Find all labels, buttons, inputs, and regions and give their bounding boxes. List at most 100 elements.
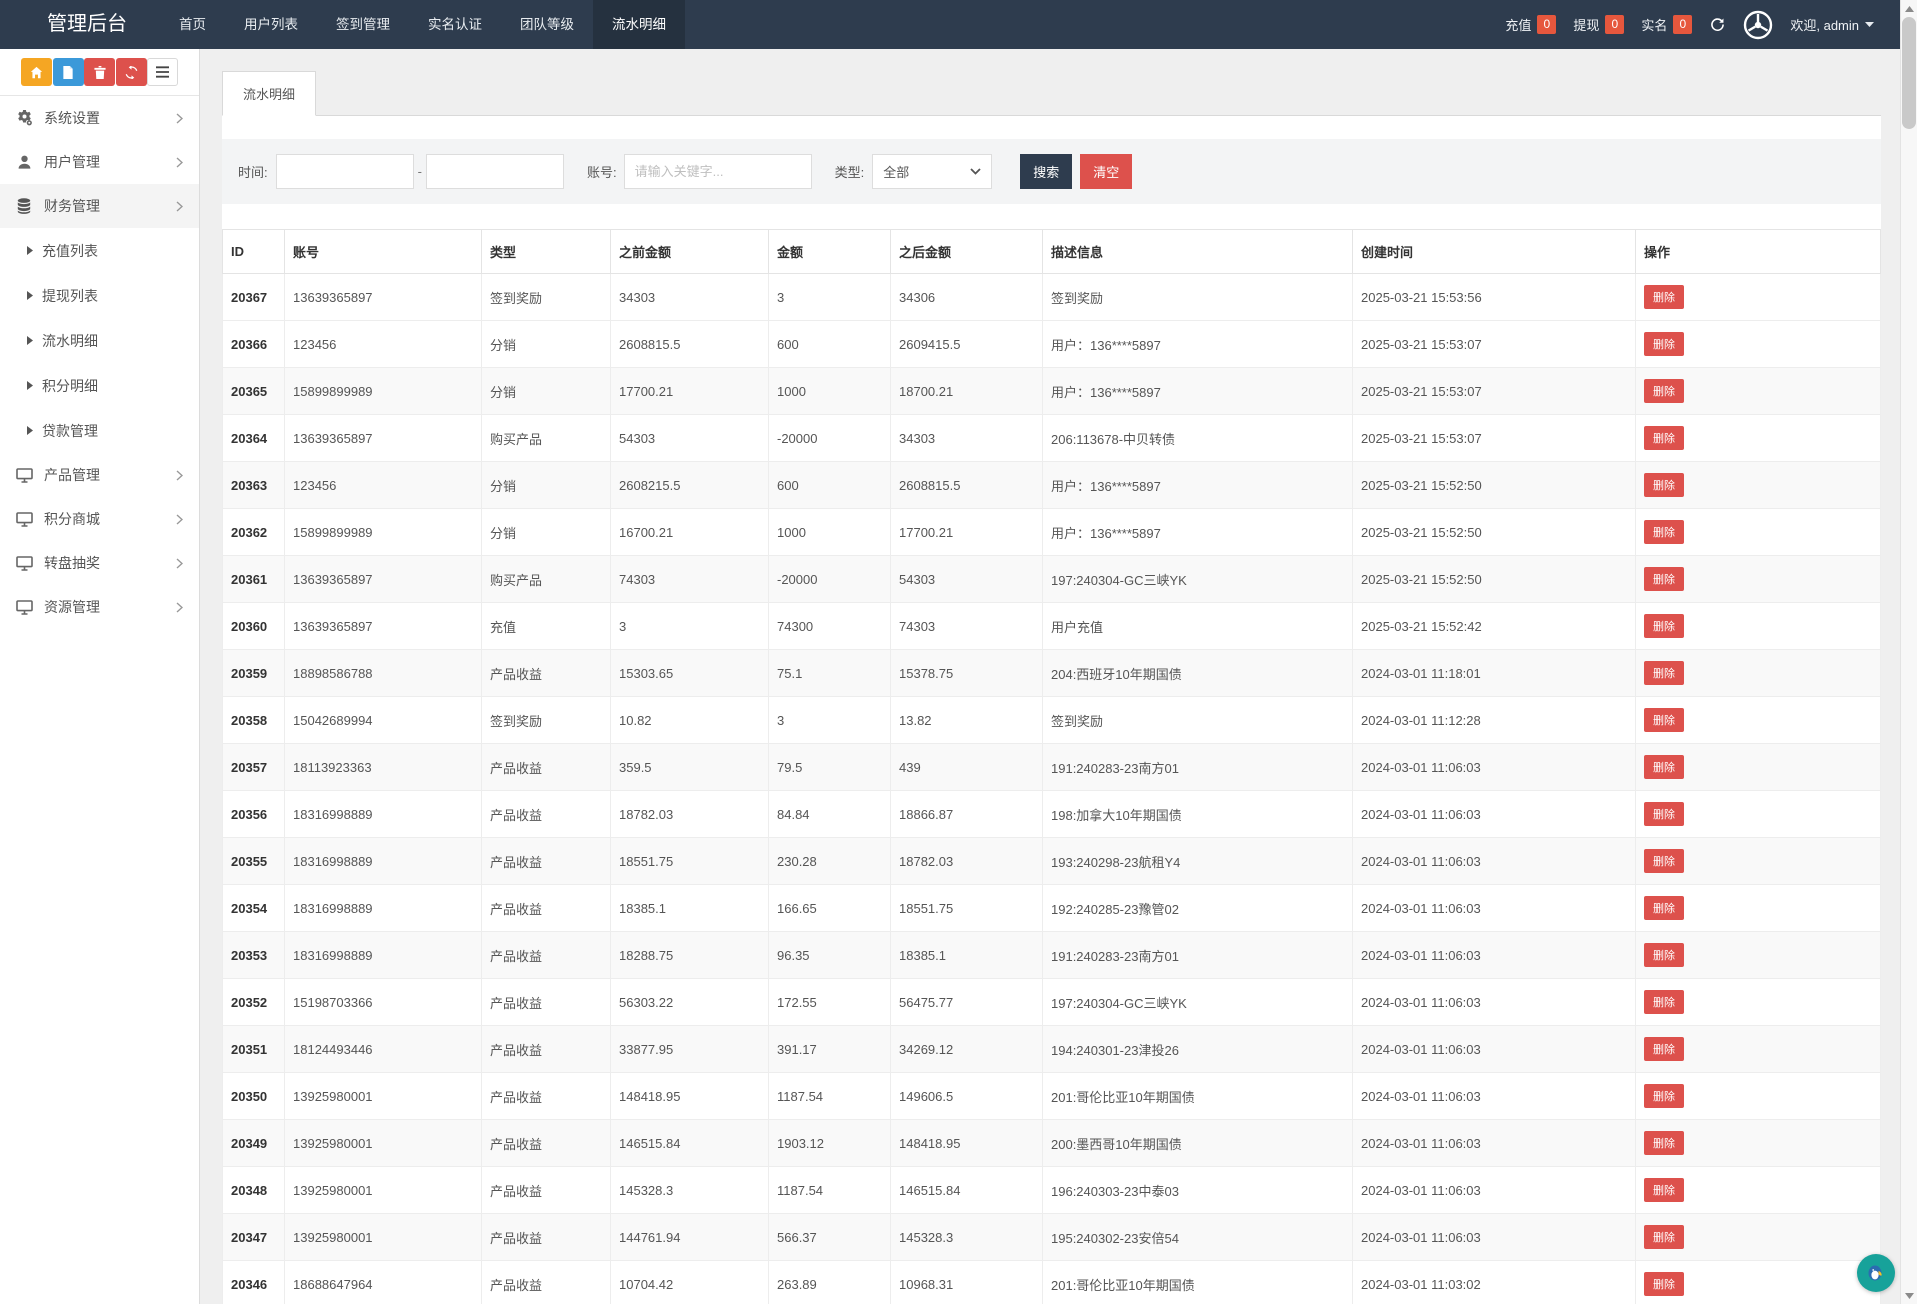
avatar[interactable] <box>1743 10 1773 40</box>
trash-button[interactable] <box>84 58 115 86</box>
cell-id: 20347 <box>222 1213 285 1261</box>
cell-created-time: 2024-03-01 11:06:03 <box>1352 1166 1636 1214</box>
cell-type: 分销 <box>481 461 611 509</box>
delete-button[interactable]: 删除 <box>1644 1272 1684 1296</box>
delete-button[interactable]: 删除 <box>1644 332 1684 356</box>
cell-type: 签到奖励 <box>481 696 611 744</box>
scroll-down-arrow[interactable] <box>1901 1287 1917 1304</box>
sidebar-subitem[interactable]: 提现列表 <box>0 273 199 318</box>
cell-description: 195:240302-23安倍54 <box>1042 1213 1353 1261</box>
file-button[interactable] <box>52 58 84 86</box>
cell-after-amount: 439 <box>890 743 1043 791</box>
cell-actions: 删除 <box>1635 696 1881 744</box>
main-content: 流水明细 时间: - 账号: 类型: 全部 搜索 清空 <box>200 49 1900 1304</box>
nav-item[interactable]: 用户列表 <box>244 17 298 32</box>
delete-button[interactable]: 删除 <box>1644 755 1684 779</box>
monitor-icon <box>15 555 33 571</box>
sidebar-item[interactable]: 资源管理 <box>0 585 199 629</box>
scrollbar-thumb[interactable] <box>1902 17 1916 129</box>
cell-actions: 删除 <box>1635 837 1881 885</box>
delete-button[interactable]: 删除 <box>1644 802 1684 826</box>
cell-id: 20355 <box>222 837 285 885</box>
cell-description: 191:240283-23南方01 <box>1042 743 1353 791</box>
delete-button[interactable]: 删除 <box>1644 285 1684 309</box>
delete-button[interactable]: 删除 <box>1644 661 1684 685</box>
nav-item[interactable]: 签到管理 <box>336 17 390 32</box>
tab-flow-detail[interactable]: 流水明细 <box>222 71 317 116</box>
delete-button[interactable]: 删除 <box>1644 567 1684 591</box>
sidebar-subitem[interactable]: 贷款管理 <box>0 408 199 453</box>
sidebar-item[interactable]: 财务管理 <box>0 184 199 228</box>
cell-amount: 600 <box>768 320 891 368</box>
delete-button[interactable]: 删除 <box>1644 1131 1684 1155</box>
chat-service-button[interactable] <box>1857 1254 1895 1292</box>
column-header: 账号 <box>284 229 482 274</box>
cell-type: 产品收益 <box>481 1213 611 1261</box>
stat-实名[interactable]: 实名 0 <box>1641 15 1693 34</box>
delete-button[interactable]: 删除 <box>1644 473 1684 497</box>
cell-amount: 84.84 <box>768 790 891 838</box>
refresh-icon[interactable] <box>1709 16 1726 33</box>
cell-id: 20353 <box>222 931 285 979</box>
stat-提现[interactable]: 提现 0 <box>1573 15 1625 34</box>
cell-actions: 删除 <box>1635 602 1881 650</box>
time-label: 时间: <box>238 165 268 180</box>
delete-button[interactable]: 删除 <box>1644 849 1684 873</box>
delete-button[interactable]: 删除 <box>1644 896 1684 920</box>
cell-description: 194:240301-23津投26 <box>1042 1025 1353 1073</box>
delete-button[interactable]: 删除 <box>1644 990 1684 1014</box>
cell-account: 13925980001 <box>284 1166 482 1214</box>
nav-item[interactable]: 团队等级 <box>520 17 574 32</box>
recycle-button[interactable] <box>115 58 147 86</box>
stat-充值[interactable]: 充值 0 <box>1505 15 1557 34</box>
search-button[interactable]: 搜索 <box>1020 154 1073 189</box>
user-dropdown[interactable]: 欢迎, admin <box>1790 15 1874 34</box>
sidebar-item[interactable]: 系统设置 <box>0 96 199 140</box>
sidebar-subitem[interactable]: 充值列表 <box>0 228 199 273</box>
sidebar-item[interactable]: 用户管理 <box>0 140 199 184</box>
cell-type: 分销 <box>481 320 611 368</box>
cell-after-amount: 145328.3 <box>890 1213 1043 1261</box>
cell-created-time: 2024-03-01 11:06:03 <box>1352 1119 1636 1167</box>
delete-button[interactable]: 删除 <box>1644 708 1684 732</box>
nav-item[interactable]: 流水明细 <box>593 0 685 49</box>
brand-title: 管理后台 <box>47 13 127 35</box>
type-select[interactable]: 全部 <box>872 154 993 189</box>
cell-actions: 删除 <box>1635 1213 1881 1261</box>
column-header: ID <box>222 229 285 274</box>
home-button[interactable] <box>21 58 52 86</box>
cell-created-time: 2025-03-21 15:53:07 <box>1352 320 1636 368</box>
cell-actions: 删除 <box>1635 884 1881 932</box>
delete-button[interactable]: 删除 <box>1644 1225 1684 1249</box>
vertical-scrollbar[interactable] <box>1900 0 1917 1304</box>
delete-button[interactable]: 删除 <box>1644 943 1684 967</box>
sidebar-item[interactable]: 产品管理 <box>0 453 199 497</box>
cell-account: 15899899989 <box>284 508 482 556</box>
account-search-input[interactable] <box>623 154 812 189</box>
delete-button[interactable]: 删除 <box>1644 1037 1684 1061</box>
nav-item[interactable]: 首页 <box>179 17 206 32</box>
delete-button[interactable]: 删除 <box>1644 520 1684 544</box>
delete-button[interactable]: 删除 <box>1644 379 1684 403</box>
delete-button[interactable]: 删除 <box>1644 614 1684 638</box>
delete-button[interactable]: 删除 <box>1644 426 1684 450</box>
cell-account: 18898586788 <box>284 649 482 697</box>
nav-item[interactable]: 实名认证 <box>428 17 482 32</box>
user-icon <box>18 155 30 169</box>
delete-button[interactable]: 删除 <box>1644 1084 1684 1108</box>
sidebar-subitem[interactable]: 流水明细 <box>0 318 199 363</box>
date-from-input[interactable] <box>275 154 414 189</box>
cell-account: 13639365897 <box>284 273 482 321</box>
caret-right-icon <box>27 246 33 255</box>
list-button[interactable] <box>147 58 178 86</box>
sidebar-item[interactable]: 转盘抽奖 <box>0 541 199 585</box>
sidebar-subitem[interactable]: 积分明细 <box>0 363 199 408</box>
cell-actions: 删除 <box>1635 508 1881 556</box>
date-to-input[interactable] <box>425 154 564 189</box>
clear-button[interactable]: 清空 <box>1080 154 1133 189</box>
cell-actions: 删除 <box>1635 367 1881 415</box>
delete-button[interactable]: 删除 <box>1644 1178 1684 1202</box>
scroll-up-arrow[interactable] <box>1901 0 1917 17</box>
sidebar-item[interactable]: 积分商城 <box>0 497 199 541</box>
stat-badge: 0 <box>1605 15 1625 34</box>
